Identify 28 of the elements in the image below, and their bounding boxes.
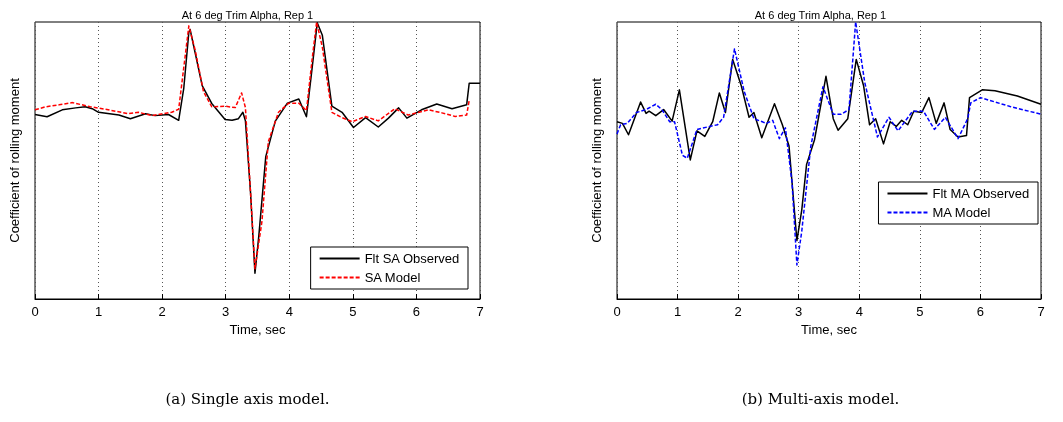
x-axis-title: Time, sec (229, 321, 286, 337)
x-tick-label: 5 (916, 304, 924, 319)
text: (b) Multi-axis model. (740, 390, 901, 408)
x-tick-label: 0 (613, 304, 621, 319)
text: (a) Single axis model. (164, 390, 331, 408)
x-tick-label: 7 (476, 304, 484, 319)
x-tick-label: 5 (349, 304, 357, 319)
chart-title: At 6 deg Trim Alpha, Rep 1 (181, 8, 314, 21)
y-axis-title: Coefficient of rolling moment (7, 77, 22, 243)
legend-label: Flt MA Observed (932, 186, 1030, 201)
x-tick-label: 7 (1037, 304, 1045, 319)
x-tick-label: 4 (285, 304, 293, 319)
x-tick-label: 6 (412, 304, 421, 319)
x-tick-label: 1 (94, 304, 103, 319)
x-tick-label: 0 (31, 304, 39, 319)
x-tick-label: 4 (855, 304, 863, 319)
legend-label: Flt SA Observed (364, 251, 460, 266)
x-tick-label: 3 (795, 304, 803, 319)
x-tick-label: 2 (158, 304, 166, 319)
chart-title: At 6 deg Trim Alpha, Rep 1 (754, 8, 887, 21)
x-tick-label: 2 (734, 304, 742, 319)
y-axis-title: Coefficient of rolling moment (589, 77, 604, 243)
x-axis-title: Time, sec (801, 321, 858, 337)
x-tick-label: 3 (222, 304, 230, 319)
x-tick-label: 1 (673, 304, 682, 319)
x-tick-label: 6 (976, 304, 985, 319)
legend-label: MA Model (932, 205, 991, 220)
legend-label: SA Model (364, 270, 421, 285)
